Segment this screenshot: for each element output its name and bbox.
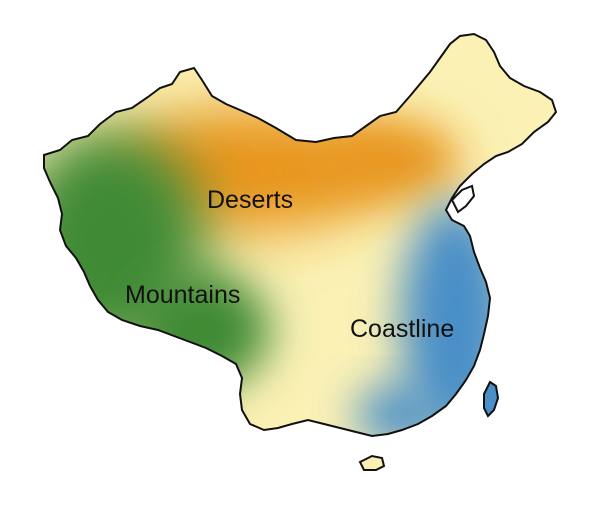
deserts-east-fill	[320, 120, 460, 200]
taiwan-island	[484, 382, 498, 416]
coastline-label: Coastline	[350, 317, 454, 342]
hainan-island	[360, 456, 384, 470]
mountains-label: Mountains	[125, 283, 240, 308]
deserts-label: Deserts	[207, 188, 293, 213]
